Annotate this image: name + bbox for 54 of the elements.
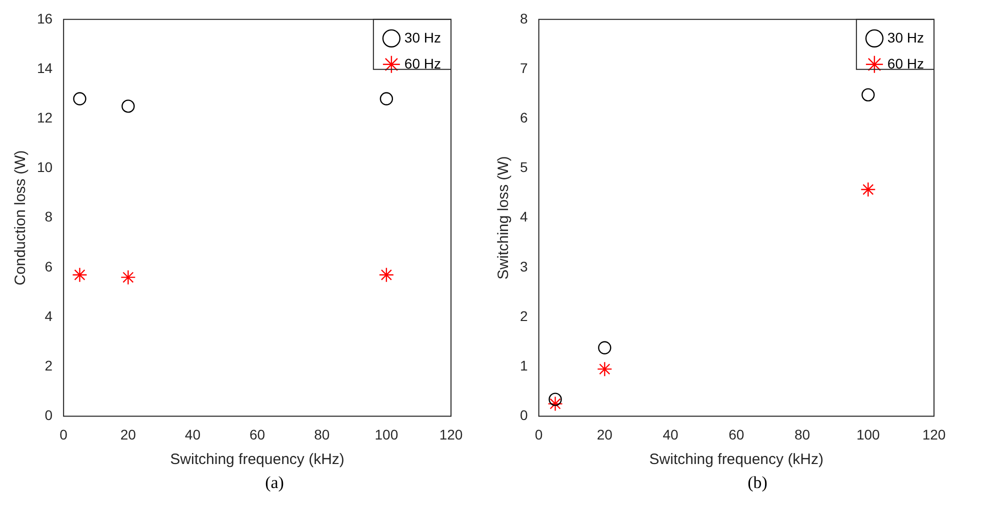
point xyxy=(548,396,563,412)
x-tick-label: 40 xyxy=(184,426,201,442)
y-tick-label: 0 xyxy=(44,407,53,424)
x-axis-title: Switching frequency (kHz) xyxy=(649,451,824,468)
x-tick-label: 100 xyxy=(856,426,880,442)
y-tick-label: 8 xyxy=(44,208,53,225)
x-tick-label: 60 xyxy=(249,426,266,442)
point xyxy=(72,267,88,282)
point xyxy=(548,392,562,406)
text: (a) xyxy=(264,473,285,493)
x-tick-label: 0 xyxy=(534,426,543,442)
y-tick-label: 0 xyxy=(520,407,528,424)
text: (b) xyxy=(746,473,768,493)
point xyxy=(860,182,876,198)
x-tick-label: 100 xyxy=(374,426,398,442)
x-tick-label: 40 xyxy=(662,426,679,442)
y-tick-label: 1 xyxy=(520,357,528,374)
point xyxy=(378,267,394,282)
point xyxy=(380,92,394,106)
y-tick-label: 4 xyxy=(44,308,53,324)
point xyxy=(73,92,86,106)
y-tick-label: 4 xyxy=(520,208,528,225)
x-tick-label: 20 xyxy=(120,426,136,442)
legend-label: 30 Hz xyxy=(404,29,442,46)
point xyxy=(122,100,135,113)
legend-label: 60 Hz xyxy=(404,55,442,72)
x-tick-label: 120 xyxy=(922,426,946,442)
point xyxy=(598,341,612,354)
legend-label: 30 Hz xyxy=(887,29,924,46)
y-axis-title: Switching loss (W) xyxy=(495,156,512,280)
y-tick-label: 7 xyxy=(520,60,528,76)
y-tick-label: 2 xyxy=(520,308,528,324)
y-tick-label: 8 xyxy=(520,10,528,26)
y-axis-title: Conduction loss (W) xyxy=(12,150,30,286)
y-tick-label: 6 xyxy=(44,258,53,274)
x-tick-label: 80 xyxy=(794,426,810,442)
point xyxy=(862,88,875,102)
x-tick-label: 80 xyxy=(314,426,330,442)
y-tick-label: 10 xyxy=(36,159,53,176)
x-tick-label: 20 xyxy=(596,426,613,442)
y-tick-label: 14 xyxy=(36,60,53,76)
x-tick-label: 0 xyxy=(60,426,68,442)
y-tick-label: 3 xyxy=(520,258,528,274)
y-tick-label: 2 xyxy=(44,357,53,374)
y-tick-label: 12 xyxy=(36,109,53,126)
x-tick-label: 120 xyxy=(439,426,463,442)
y-tick-label: 16 xyxy=(36,10,53,26)
point xyxy=(120,270,136,285)
legend-label: 60 Hz xyxy=(887,55,924,72)
point xyxy=(597,361,612,377)
x-axis-title: Switching frequency (kHz) xyxy=(170,451,344,468)
x-tick-label: 60 xyxy=(728,426,744,442)
y-tick-label: 6 xyxy=(520,109,528,126)
y-tick-label: 5 xyxy=(520,159,528,176)
